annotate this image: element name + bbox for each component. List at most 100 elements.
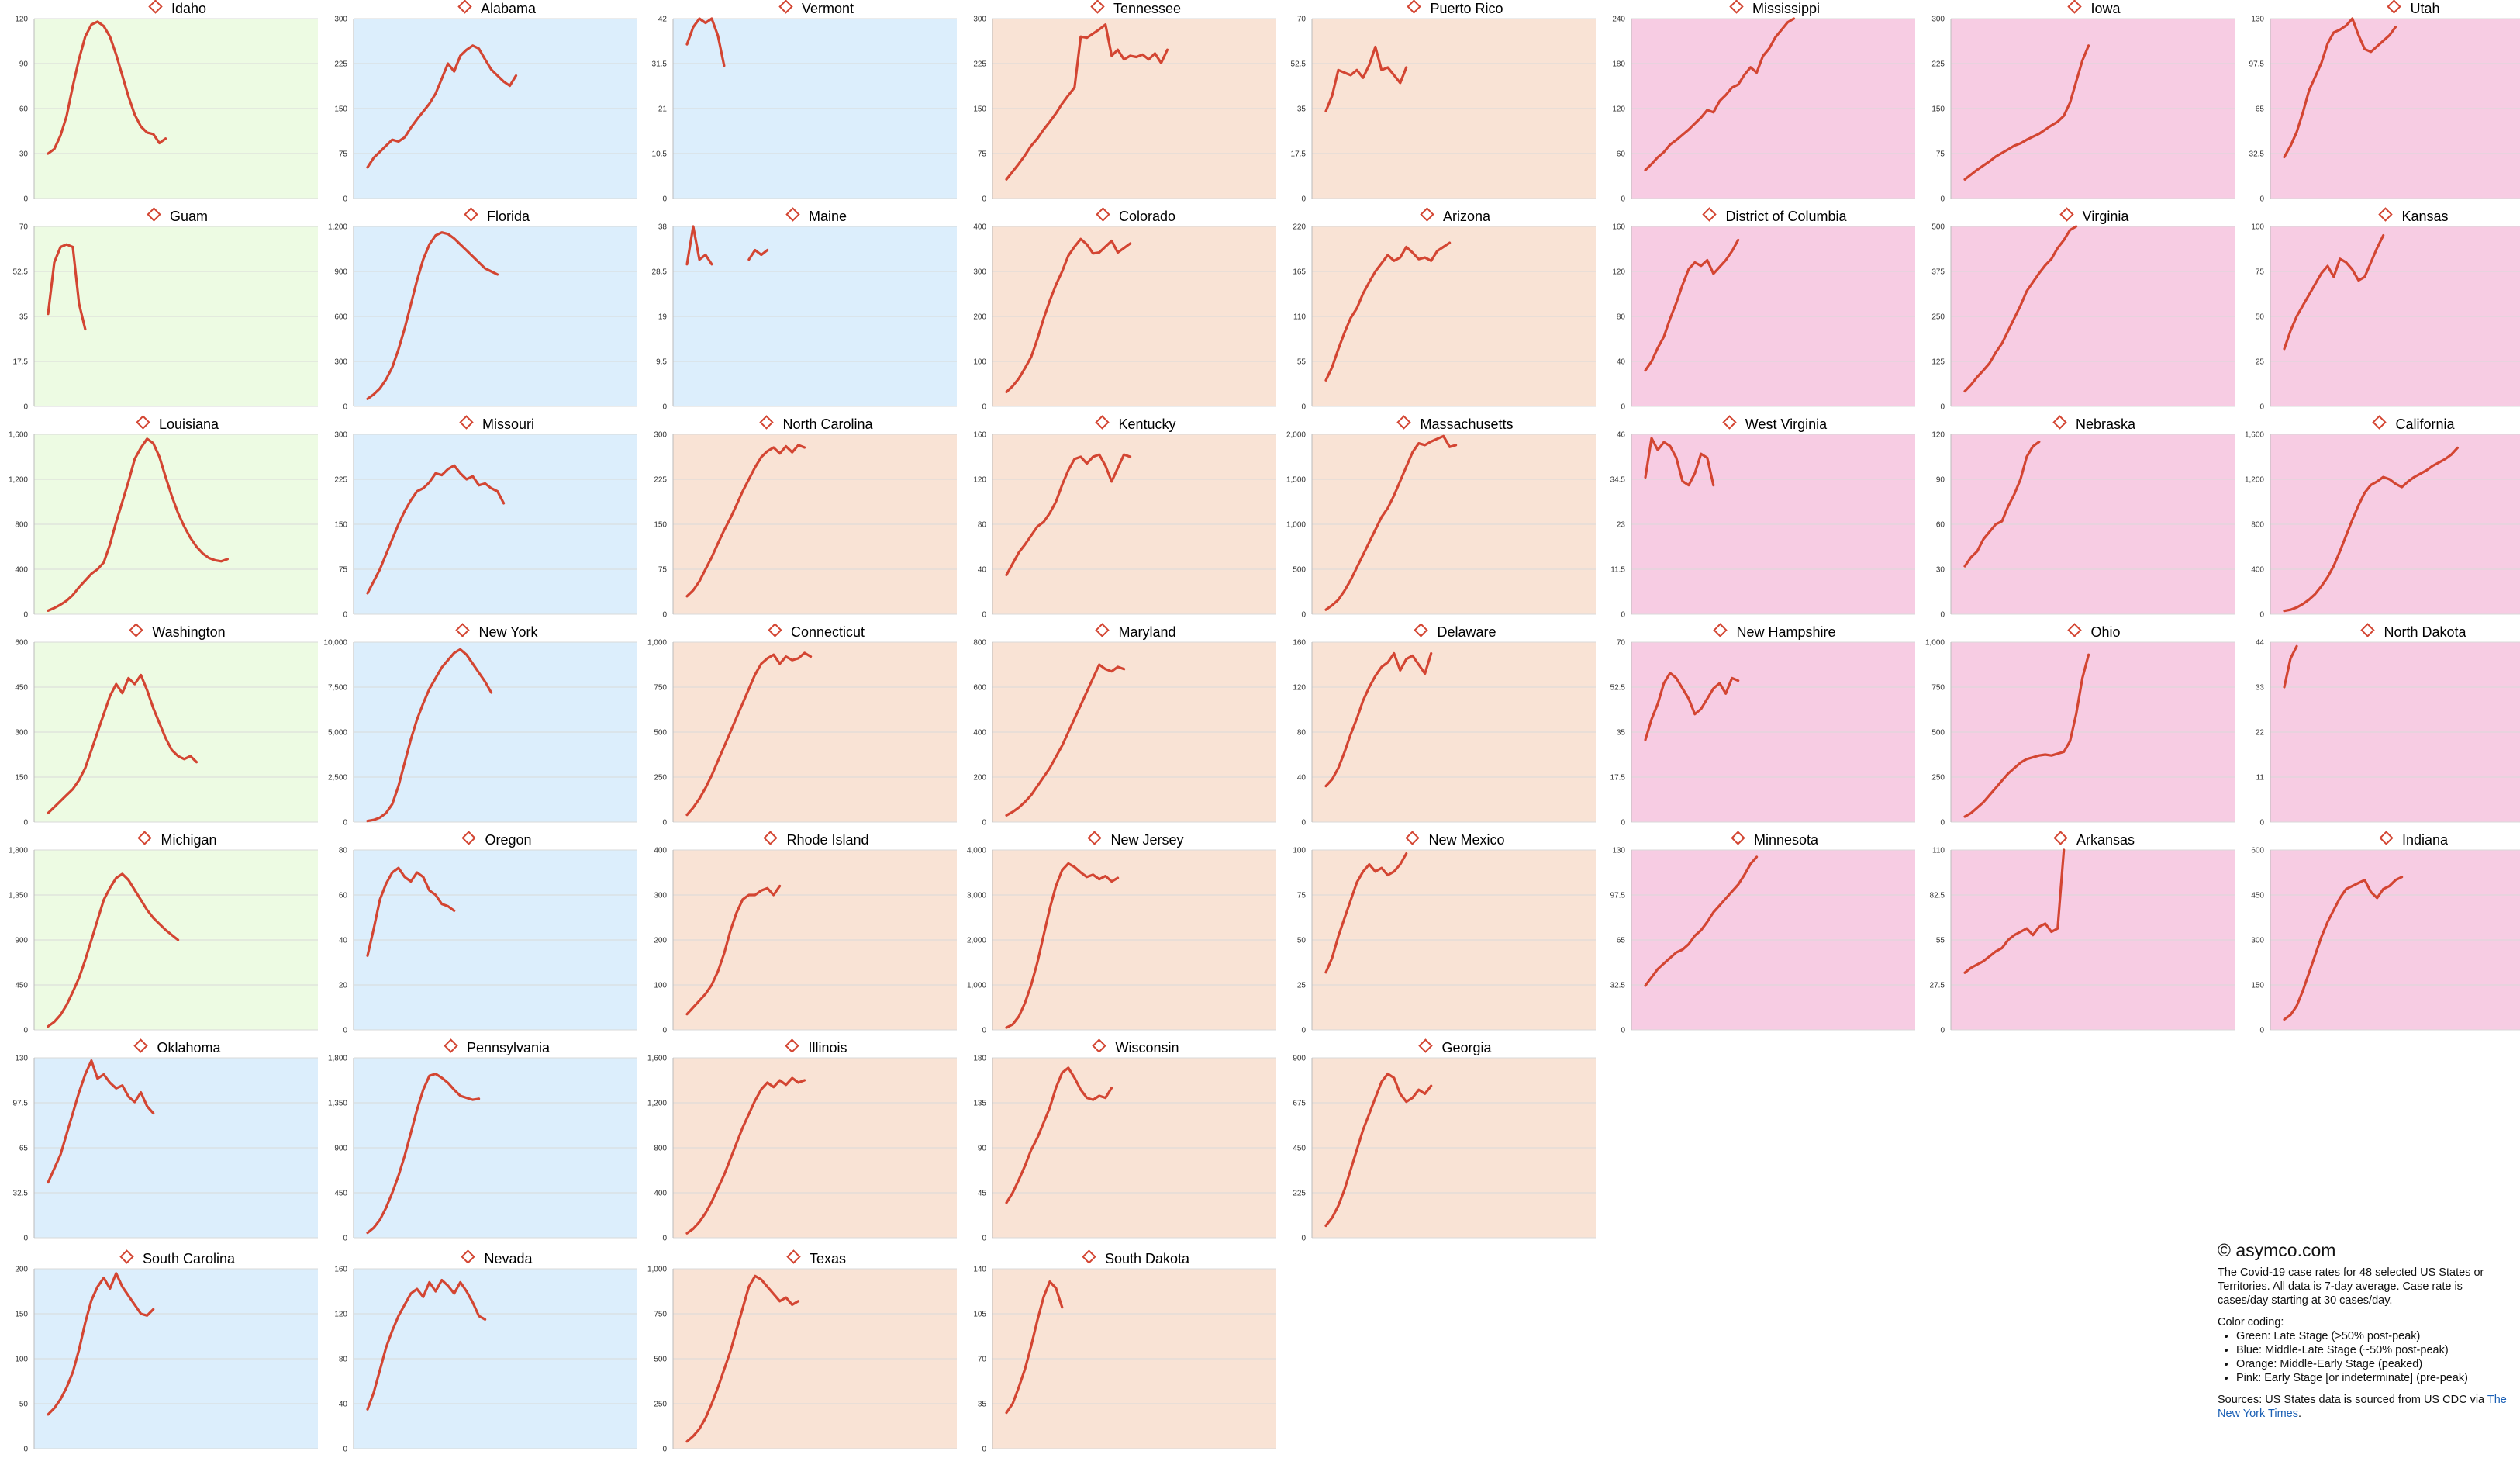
diamond-outline-icon — [1702, 207, 1717, 222]
y-tick-label: 450 — [334, 1190, 347, 1198]
y-tick-label: 23 — [1617, 521, 1626, 530]
diamond-outline-icon — [2372, 415, 2387, 430]
diamond-outline-icon — [1729, 0, 1744, 14]
y-tick-label: 1,000 — [647, 1266, 667, 1274]
color-coding-item: Orange: Middle-Early Stage (peaked) — [2236, 1357, 2516, 1371]
chart-title: Connecticut — [678, 623, 957, 641]
color-coding-item: Blue: Middle-Late Stage (~50% post-peak) — [2236, 1343, 2516, 1357]
y-tick-label: 1,500 — [1286, 476, 1306, 485]
y-tick-label: 0 — [1940, 403, 1945, 412]
y-tick-label: 200 — [15, 1266, 28, 1274]
y-tick-label: 0 — [662, 1446, 667, 1454]
state-chart: 0 60 120 180 240 Mississippi — [1597, 0, 1915, 205]
state-chart: 0 400 800 1,200 1,600 Illinois — [639, 1038, 957, 1244]
chart-svg: 0 50 100 150 200 — [15, 1266, 318, 1454]
diamond-outline-icon — [785, 207, 800, 222]
chart-title-text: New Mexico — [1428, 832, 1505, 848]
series-line — [47, 1059, 155, 1184]
series-line — [2283, 446, 2459, 613]
y-tick-label: 300 — [654, 431, 667, 440]
y-tick-label: 90 — [978, 1145, 987, 1153]
chart-title: Louisiana — [39, 415, 318, 433]
y-tick-label: 0 — [1621, 611, 1625, 620]
diamond-outline-icon — [785, 1038, 800, 1053]
chart-title-text: Washington — [152, 624, 226, 640]
y-tick-label: 46 — [1617, 431, 1626, 440]
chart-svg: 0 30 60 90 120 — [15, 16, 318, 204]
y-tick-label: 20 — [339, 982, 348, 990]
chart-title: New York — [358, 623, 637, 641]
sources-text: Sources: US States data is sourced from … — [2218, 1393, 2516, 1421]
chart-title: Ohio — [1956, 623, 2235, 641]
y-tick-label: 150 — [15, 774, 28, 783]
chart-svg: 0 32.5 65 97.5 130 — [2249, 16, 2520, 204]
y-tick-label: 1,600 — [2245, 431, 2264, 440]
state-chart: 0 32.5 65 97.5 130 Oklahoma — [0, 1038, 318, 1244]
chart-title-text: Massachusetts — [1420, 416, 1514, 432]
sources-end: . — [2297, 1408, 2301, 1420]
series-line — [366, 231, 499, 400]
chart-title-text: New York — [478, 624, 538, 640]
y-tick-label: 28.5 — [652, 268, 668, 277]
series-line — [366, 1278, 487, 1411]
chart-title: Iowa — [1956, 0, 2235, 17]
y-tick-label: 0 — [1301, 819, 1306, 827]
y-tick-label: 750 — [654, 684, 667, 693]
chart-title-text: North Carolina — [782, 416, 873, 432]
series-line — [1005, 663, 1126, 817]
state-chart: 0 75 150 225 300 Iowa — [1917, 0, 2235, 205]
y-tick-label: 1,350 — [328, 1100, 347, 1108]
chart-title-text: Utah — [2410, 1, 2440, 16]
chart-title: Colorado — [997, 207, 1276, 225]
y-tick-label: 300 — [15, 729, 28, 738]
y-tick-label: 45 — [978, 1190, 987, 1198]
chart-svg: 0 450 900 1,350 1,800 — [328, 1055, 637, 1243]
chart-title-text: Missouri — [482, 416, 534, 432]
chart-svg: 0 32.5 65 97.5 130 — [13, 1055, 318, 1243]
chart-title-text: Iowa — [2090, 1, 2121, 16]
chart-svg: 0 75 150 225 300 — [654, 431, 957, 620]
y-tick-label: 0 — [23, 611, 28, 620]
state-chart: 0 30 60 90 120 Nebraska — [1917, 415, 2235, 620]
chart-title-text: Tennessee — [1113, 1, 1182, 16]
y-tick-label: 110 — [1932, 847, 1945, 855]
chart-title: Georgia — [1317, 1038, 1596, 1056]
series-line — [1324, 241, 1452, 382]
chart-title-text: Nevada — [484, 1251, 533, 1266]
y-tick-label: 120 — [1612, 268, 1625, 277]
chart-svg: 0 250 500 750 1,000 — [647, 639, 957, 827]
series-line — [685, 1076, 806, 1235]
chart-title: Puerto Rico — [1317, 0, 1596, 17]
y-tick-label: 400 — [654, 1190, 667, 1198]
y-tick-label: 75 — [658, 566, 668, 575]
y-tick-label: 0 — [1621, 403, 1625, 412]
sources-link[interactable]: The New York Times — [2218, 1394, 2507, 1420]
chart-title-text: Vermont — [801, 1, 854, 16]
state-chart: 0 75 150 225 300 North Carolina — [639, 415, 957, 620]
chart-title-text: Pennsylvania — [466, 1040, 551, 1055]
state-chart: 0 32.5 65 97.5 130 Minnesota — [1597, 831, 1915, 1036]
chart-title-text: Virginia — [2082, 209, 2129, 224]
chart-svg: 0 500 1,000 1,500 2,000 — [1286, 431, 1596, 620]
y-tick-label: 75 — [339, 566, 348, 575]
y-tick-label: 2,000 — [1286, 431, 1306, 440]
y-tick-label: 750 — [1931, 684, 1945, 693]
y-tick-label: 4,000 — [967, 847, 986, 855]
diamond-outline-icon — [1713, 623, 1728, 637]
y-tick-label: 0 — [343, 819, 347, 827]
y-tick-label: 500 — [1931, 223, 1945, 232]
chart-svg: 0 2,500 5,000 7,500 10,000 — [323, 639, 637, 827]
diamond-outline-icon — [1092, 1038, 1107, 1053]
y-tick-label: 250 — [654, 1401, 667, 1409]
series-line — [685, 17, 726, 67]
y-tick-label: 25 — [1297, 982, 1307, 990]
diamond-outline-icon — [457, 0, 472, 14]
chart-svg: 0 75 150 225 300 — [334, 16, 637, 204]
y-tick-label: 0 — [343, 611, 347, 620]
series-line — [1963, 848, 2066, 974]
chart-title: Tennessee — [997, 0, 1276, 17]
chart-title: Minnesota — [1636, 831, 1915, 848]
state-chart: 0 50 100 150 200 South Carolina — [0, 1249, 318, 1455]
y-tick-label: 600 — [2251, 847, 2264, 855]
chart-svg: 0 11 22 33 44 — [2256, 639, 2520, 827]
